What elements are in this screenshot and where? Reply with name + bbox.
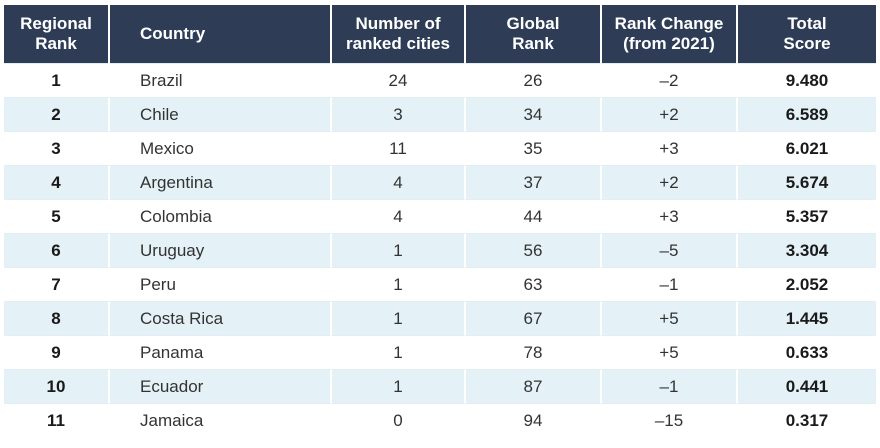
cell-country: Argentina bbox=[110, 165, 332, 199]
table-body: 1 Brazil 24 26 –2 9.480 2 Chile 3 34 +2 … bbox=[4, 63, 876, 437]
cell-regional-rank: 4 bbox=[4, 165, 110, 199]
cell-country: Panama bbox=[110, 335, 332, 369]
table-row: 11 Jamaica 0 94 –15 0.317 bbox=[4, 403, 876, 437]
table-row: 4 Argentina 4 37 +2 5.674 bbox=[4, 165, 876, 199]
cell-global-rank: 78 bbox=[466, 335, 602, 369]
header-regional-rank[interactable]: Regional Rank bbox=[4, 5, 110, 63]
cell-country: Costa Rica bbox=[110, 301, 332, 335]
cell-regional-rank: 3 bbox=[4, 131, 110, 165]
cell-country: Chile bbox=[110, 97, 332, 131]
cell-global-rank: 44 bbox=[466, 199, 602, 233]
cell-rank-change: –5 bbox=[602, 233, 738, 267]
cell-total-score: 2.052 bbox=[738, 267, 876, 301]
cell-global-rank: 63 bbox=[466, 267, 602, 301]
cell-country: Ecuador bbox=[110, 369, 332, 403]
header-rank-change[interactable]: Rank Change (from 2021) bbox=[602, 5, 738, 63]
cell-ranked-cities: 24 bbox=[332, 63, 466, 97]
table-row: 3 Mexico 11 35 +3 6.021 bbox=[4, 131, 876, 165]
table-row: 5 Colombia 4 44 +3 5.357 bbox=[4, 199, 876, 233]
cell-total-score: 6.021 bbox=[738, 131, 876, 165]
table-row: 9 Panama 1 78 +5 0.633 bbox=[4, 335, 876, 369]
cell-total-score: 9.480 bbox=[738, 63, 876, 97]
cell-rank-change: +3 bbox=[602, 199, 738, 233]
header-number-of-ranked-cities[interactable]: Number of ranked cities bbox=[332, 5, 466, 63]
cell-global-rank: 94 bbox=[466, 403, 602, 437]
cell-ranked-cities: 11 bbox=[332, 131, 466, 165]
cell-total-score: 3.304 bbox=[738, 233, 876, 267]
cell-regional-rank: 5 bbox=[4, 199, 110, 233]
cell-total-score: 1.445 bbox=[738, 301, 876, 335]
table-header-row: Regional Rank Country Number of ranked c… bbox=[4, 5, 876, 63]
cell-ranked-cities: 0 bbox=[332, 403, 466, 437]
table-row: 6 Uruguay 1 56 –5 3.304 bbox=[4, 233, 876, 267]
table-row: 7 Peru 1 63 –1 2.052 bbox=[4, 267, 876, 301]
cell-country: Peru bbox=[110, 267, 332, 301]
cell-country: Uruguay bbox=[110, 233, 332, 267]
cell-regional-rank: 6 bbox=[4, 233, 110, 267]
cell-regional-rank: 8 bbox=[4, 301, 110, 335]
cell-country: Mexico bbox=[110, 131, 332, 165]
cell-rank-change: +2 bbox=[602, 165, 738, 199]
cell-global-rank: 67 bbox=[466, 301, 602, 335]
cell-total-score: 6.589 bbox=[738, 97, 876, 131]
cell-ranked-cities: 4 bbox=[332, 199, 466, 233]
cell-ranked-cities: 1 bbox=[332, 369, 466, 403]
table-row: 1 Brazil 24 26 –2 9.480 bbox=[4, 63, 876, 97]
cell-rank-change: –1 bbox=[602, 369, 738, 403]
cell-ranked-cities: 1 bbox=[332, 233, 466, 267]
cell-rank-change: +2 bbox=[602, 97, 738, 131]
cell-country: Brazil bbox=[110, 63, 332, 97]
cell-ranked-cities: 4 bbox=[332, 165, 466, 199]
cell-rank-change: +5 bbox=[602, 301, 738, 335]
cell-ranked-cities: 1 bbox=[332, 301, 466, 335]
cell-total-score: 0.633 bbox=[738, 335, 876, 369]
cell-rank-change: –2 bbox=[602, 63, 738, 97]
table-row: 10 Ecuador 1 87 –1 0.441 bbox=[4, 369, 876, 403]
ranking-table-container: Regional Rank Country Number of ranked c… bbox=[4, 5, 876, 437]
cell-regional-rank: 7 bbox=[4, 267, 110, 301]
cell-total-score: 5.357 bbox=[738, 199, 876, 233]
header-global-rank[interactable]: Global Rank bbox=[466, 5, 602, 63]
cell-country: Colombia bbox=[110, 199, 332, 233]
cell-rank-change: +3 bbox=[602, 131, 738, 165]
cell-regional-rank: 1 bbox=[4, 63, 110, 97]
cell-regional-rank: 11 bbox=[4, 403, 110, 437]
cell-total-score: 0.441 bbox=[738, 369, 876, 403]
cell-total-score: 0.317 bbox=[738, 403, 876, 437]
cell-global-rank: 56 bbox=[466, 233, 602, 267]
cell-global-rank: 34 bbox=[466, 97, 602, 131]
cell-rank-change: –15 bbox=[602, 403, 738, 437]
cell-regional-rank: 2 bbox=[4, 97, 110, 131]
cell-total-score: 5.674 bbox=[738, 165, 876, 199]
cell-regional-rank: 9 bbox=[4, 335, 110, 369]
cell-ranked-cities: 1 bbox=[332, 335, 466, 369]
cell-global-rank: 37 bbox=[466, 165, 602, 199]
cell-rank-change: –1 bbox=[602, 267, 738, 301]
cell-country: Jamaica bbox=[110, 403, 332, 437]
header-total-score[interactable]: Total Score bbox=[738, 5, 876, 63]
cell-ranked-cities: 1 bbox=[332, 267, 466, 301]
regional-ranking-table: Regional Rank Country Number of ranked c… bbox=[4, 5, 876, 437]
cell-global-rank: 35 bbox=[466, 131, 602, 165]
table-row: 8 Costa Rica 1 67 +5 1.445 bbox=[4, 301, 876, 335]
cell-regional-rank: 10 bbox=[4, 369, 110, 403]
cell-ranked-cities: 3 bbox=[332, 97, 466, 131]
header-country[interactable]: Country bbox=[110, 5, 332, 63]
cell-global-rank: 87 bbox=[466, 369, 602, 403]
table-row: 2 Chile 3 34 +2 6.589 bbox=[4, 97, 876, 131]
cell-rank-change: +5 bbox=[602, 335, 738, 369]
cell-global-rank: 26 bbox=[466, 63, 602, 97]
